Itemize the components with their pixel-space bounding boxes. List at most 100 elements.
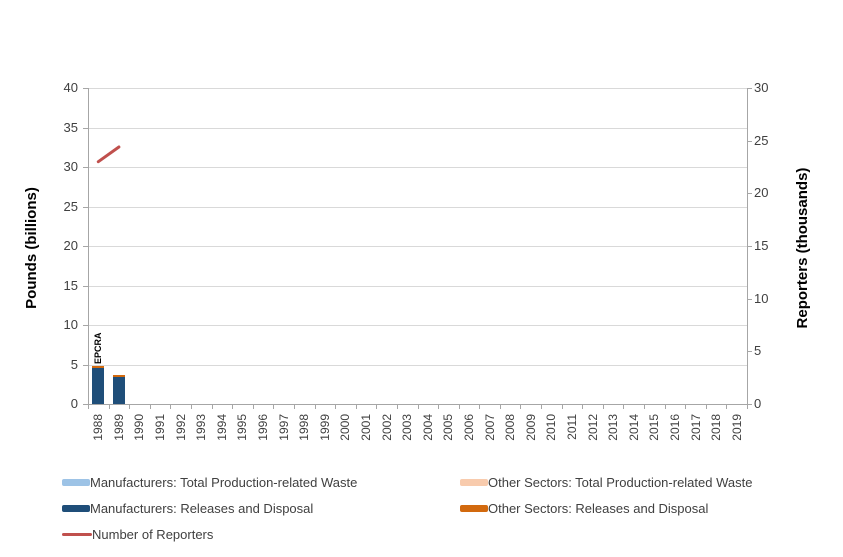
- x-axis-tick: [747, 405, 748, 409]
- right-axis-tick: [747, 246, 752, 247]
- x-axis-tick: [129, 405, 130, 409]
- left-axis-tick-label: 25: [63, 199, 78, 214]
- x-axis-tick: [109, 405, 110, 409]
- x-axis-tick: [706, 405, 707, 409]
- right-axis-tick: [747, 404, 752, 405]
- gridline: [88, 286, 747, 287]
- x-axis-tick-label: 2005: [441, 414, 455, 441]
- x-axis-tick: [644, 405, 645, 409]
- legend-swatch-light-blue: [62, 478, 90, 486]
- left-axis-tick-label: 30: [63, 159, 78, 174]
- x-axis-tick-label: 1990: [132, 414, 146, 441]
- x-axis-tick-label: 2014: [627, 414, 641, 441]
- gridline: [88, 167, 747, 168]
- x-axis-tick-label: 1996: [256, 414, 270, 441]
- right-axis-tick-label: 0: [754, 396, 762, 411]
- left-axis-tick: [83, 167, 88, 168]
- right-axis-tick: [747, 141, 752, 142]
- x-axis-tick-label: 2010: [544, 414, 558, 441]
- right-axis-tick-label: 20: [754, 185, 769, 200]
- legend-label: Other Sectors: Releases and Disposal: [488, 500, 709, 516]
- right-axis-tick-label: 5: [754, 343, 762, 358]
- left-axis-tick-label: 5: [70, 357, 78, 372]
- x-axis-tick: [232, 405, 233, 409]
- legend-label: Number of Reporters: [92, 526, 214, 542]
- x-axis-tick: [273, 405, 274, 409]
- x-axis-tick-label: 2003: [400, 414, 414, 441]
- legend-swatch-light-orange: [460, 478, 488, 486]
- x-axis-tick: [541, 405, 542, 409]
- x-axis-tick-label: 1998: [297, 414, 311, 441]
- left-axis-tick: [83, 246, 88, 247]
- x-axis-tick-label: 2008: [503, 414, 517, 441]
- x-axis-tick-label: 2002: [380, 414, 394, 441]
- bar-segment: [113, 377, 125, 404]
- x-axis-tick: [315, 405, 316, 409]
- gridline: [88, 325, 747, 326]
- gridline: [88, 246, 747, 247]
- legend-label: Manufacturers: Total Production-related …: [90, 474, 358, 490]
- x-axis-tick: [397, 405, 398, 409]
- left-axis-tick: [83, 404, 88, 405]
- x-axis-tick-label: 2007: [483, 414, 497, 441]
- x-axis-tick: [623, 405, 624, 409]
- left-axis-tick: [83, 286, 88, 287]
- x-axis-tick-label: 2006: [462, 414, 476, 441]
- right-axis-tick-label: 15: [754, 238, 769, 253]
- left-axis-tick-label: 10: [63, 317, 78, 332]
- x-axis-line: [88, 404, 748, 405]
- left-axis-tick-label: 40: [63, 80, 78, 95]
- x-axis-tick-label: 2009: [524, 414, 538, 441]
- legend-item-manufacturers-releases-disposal: Manufacturers: Releases and Disposal: [62, 500, 313, 516]
- left-axis-tick: [83, 88, 88, 89]
- left-axis-tick: [83, 365, 88, 366]
- x-axis-tick-label: 2016: [668, 414, 682, 441]
- x-axis-tick: [520, 405, 521, 409]
- legend-item-other-sectors-total-prw: Other Sectors: Total Production-related …: [460, 474, 752, 490]
- x-axis-tick: [253, 405, 254, 409]
- x-axis-tick-label: 2015: [647, 414, 661, 441]
- x-axis-tick-label: 2013: [606, 414, 620, 441]
- x-axis-tick: [88, 405, 89, 409]
- x-axis-tick: [150, 405, 151, 409]
- right-axis-tick: [747, 88, 752, 89]
- x-axis-tick-label: 1991: [153, 414, 167, 441]
- x-axis-tick-label: 1993: [194, 414, 208, 441]
- gridline: [88, 365, 747, 366]
- right-axis-tick: [747, 351, 752, 352]
- legend-label: Other Sectors: Total Production-related …: [488, 474, 753, 490]
- legend-label: Manufacturers: Releases and Disposal: [90, 500, 314, 516]
- legend-swatch-red-line: [62, 532, 92, 536]
- x-axis-tick-label: 1994: [215, 414, 229, 441]
- legend-swatch-dark-orange: [460, 504, 488, 512]
- bar-segment: [92, 366, 104, 368]
- x-axis-tick-label: 2001: [359, 414, 373, 441]
- bar-segment: [113, 375, 125, 377]
- x-axis-tick: [479, 405, 480, 409]
- x-axis-tick: [170, 405, 171, 409]
- plot-area: EPCRA: [88, 88, 747, 404]
- gridline: [88, 207, 747, 208]
- x-axis-tick: [726, 405, 727, 409]
- left-axis-tick: [83, 325, 88, 326]
- x-axis-tick-label: 2000: [338, 414, 352, 441]
- left-axis-tick: [83, 207, 88, 208]
- x-axis-tick: [685, 405, 686, 409]
- right-axis-tick: [747, 299, 752, 300]
- x-axis-tick: [562, 405, 563, 409]
- x-axis-tick: [418, 405, 419, 409]
- left-axis-line: [88, 88, 89, 405]
- left-axis-tick-label: 35: [63, 120, 78, 135]
- x-axis-tick: [603, 405, 604, 409]
- left-axis-tick-label: 20: [63, 238, 78, 253]
- x-axis-tick: [335, 405, 336, 409]
- x-axis-tick: [665, 405, 666, 409]
- legend-item-other-sectors-releases-disposal: Other Sectors: Releases and Disposal: [460, 500, 708, 516]
- legend-swatch-dark-blue: [62, 504, 90, 512]
- x-axis-tick-label: 2004: [421, 414, 435, 441]
- x-axis-tick-label: 2017: [689, 414, 703, 441]
- x-axis-tick: [212, 405, 213, 409]
- left-axis-tick-label: 0: [70, 396, 78, 411]
